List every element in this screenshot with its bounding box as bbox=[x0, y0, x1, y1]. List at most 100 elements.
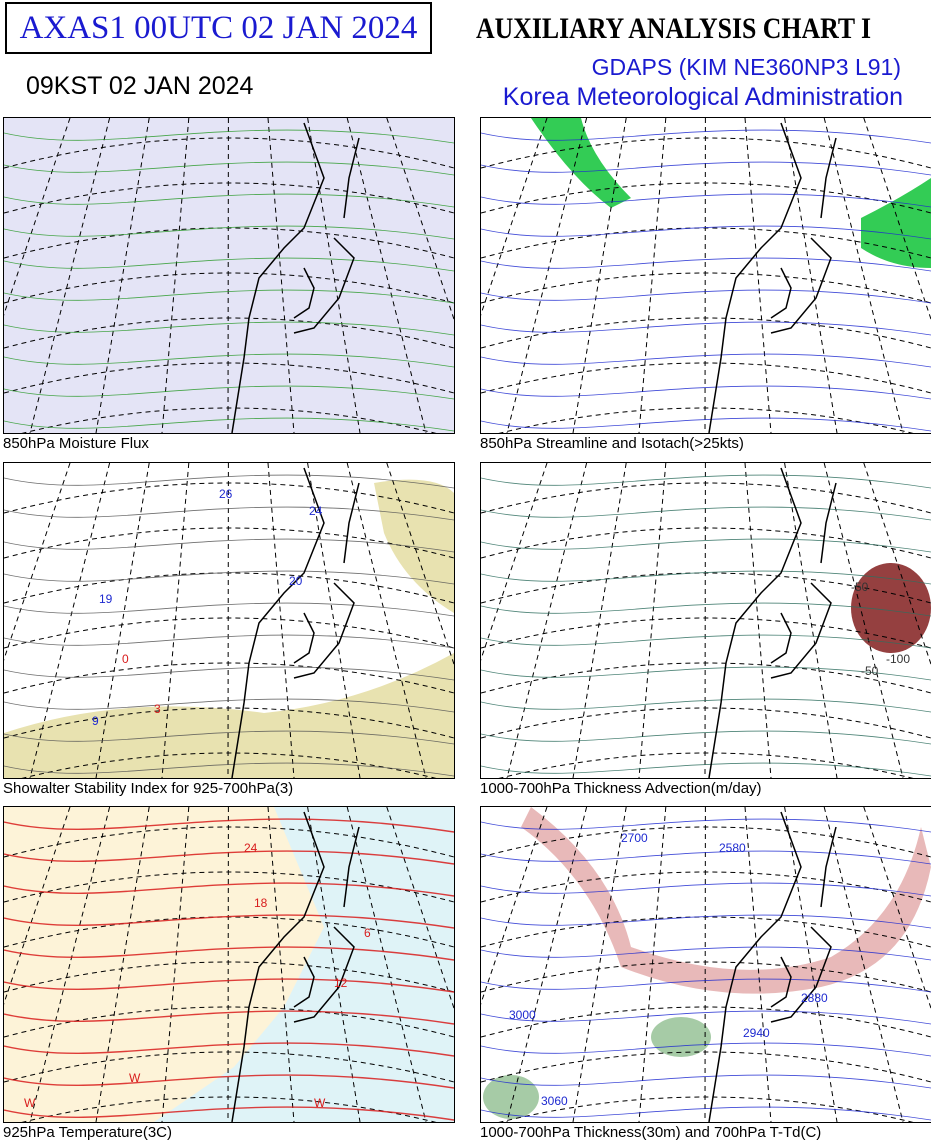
contour-line bbox=[481, 506, 931, 521]
meridian-line bbox=[346, 463, 427, 778]
meridian-line bbox=[346, 807, 427, 1122]
contour-label: -100 bbox=[886, 652, 910, 666]
contour-line bbox=[481, 762, 931, 777]
latitude-line bbox=[481, 1051, 931, 1083]
latitude-line bbox=[4, 662, 454, 694]
latitude-line bbox=[481, 961, 931, 993]
latitude-line bbox=[498, 752, 914, 778]
meridian-line bbox=[29, 118, 111, 433]
contour-line bbox=[481, 698, 931, 713]
chart-title: AUXILIARY ANALYSIS CHART I bbox=[476, 12, 872, 45]
panel-caption: 1000-700hPa Thickness Advection(m/day) bbox=[480, 780, 762, 797]
panel-caption: Showalter Stability Index for 925-700hPa… bbox=[3, 780, 294, 797]
latitude-line bbox=[4, 1051, 454, 1083]
meridian-line bbox=[386, 807, 454, 1010]
contour-label: 24 bbox=[244, 841, 258, 855]
contour-line bbox=[4, 474, 454, 489]
contour-line bbox=[481, 161, 931, 176]
contour-label: -50 bbox=[861, 664, 879, 678]
latitude-line bbox=[481, 707, 931, 739]
contour-line bbox=[4, 161, 454, 176]
contour-label: -50 bbox=[851, 580, 869, 594]
latitude-line bbox=[498, 1096, 914, 1122]
meridian-line bbox=[267, 118, 295, 433]
panel-caption: 1000-700hPa Thickness(30m) and 700hPa T-… bbox=[480, 1124, 822, 1141]
latitude-line bbox=[4, 1006, 454, 1038]
meridian-line bbox=[744, 463, 772, 778]
meridian-line bbox=[823, 463, 904, 778]
contour-line bbox=[4, 1042, 454, 1057]
latitude-line bbox=[4, 362, 454, 394]
panel-caption: 925hPa Temperature(3C) bbox=[3, 1124, 172, 1141]
contour-line bbox=[4, 666, 454, 681]
meridian-line bbox=[481, 118, 548, 316]
meridian-line bbox=[386, 463, 454, 666]
coastline bbox=[231, 811, 360, 1122]
contour-line bbox=[481, 914, 931, 929]
meridian-line bbox=[823, 118, 904, 433]
meridian-line bbox=[161, 463, 190, 778]
moist-area bbox=[483, 1075, 539, 1119]
latitude-line bbox=[4, 871, 454, 903]
map-panel: 26 24 19 20 9 3 0 bbox=[3, 462, 455, 779]
latitude-line bbox=[4, 961, 454, 993]
contour-line bbox=[4, 602, 454, 617]
model-name: GDAPS (KIM NE360NP3 L91) bbox=[591, 54, 901, 80]
latitude-line bbox=[481, 662, 931, 694]
contour-line bbox=[4, 762, 454, 777]
latitude-line bbox=[481, 871, 931, 903]
latitude-line bbox=[4, 826, 454, 858]
latitude-line bbox=[4, 707, 454, 739]
meridian-line bbox=[267, 463, 295, 778]
panel-caption: 850hPa Moisture Flux bbox=[3, 435, 149, 452]
latitude-line bbox=[481, 1006, 931, 1038]
contour-line bbox=[4, 193, 454, 208]
contour-line bbox=[4, 321, 454, 336]
map-background bbox=[481, 118, 931, 433]
contour-line bbox=[481, 538, 931, 553]
meridian-line bbox=[744, 807, 772, 1122]
contour-line bbox=[4, 1106, 454, 1121]
latitude-line bbox=[21, 407, 437, 433]
contour-line bbox=[4, 129, 454, 144]
contour-line bbox=[4, 289, 454, 304]
contour-label: 9 bbox=[92, 714, 99, 728]
contour-line bbox=[4, 538, 454, 553]
meridian-line bbox=[481, 807, 548, 1005]
contour-line bbox=[481, 385, 931, 400]
map-panel: 24 18 12 6 W W W bbox=[3, 806, 455, 1123]
contour-line bbox=[4, 570, 454, 585]
meridian-line bbox=[346, 118, 427, 433]
contour-label: 2580 bbox=[719, 841, 746, 855]
contour-line bbox=[4, 257, 454, 272]
contour-line bbox=[481, 850, 931, 865]
contour-line bbox=[481, 1074, 931, 1089]
contour-line bbox=[481, 570, 931, 585]
contour-line bbox=[4, 506, 454, 521]
latitude-line bbox=[481, 137, 931, 169]
contour-line bbox=[481, 1042, 931, 1057]
contour-line bbox=[4, 1074, 454, 1089]
contour-label: 3060 bbox=[541, 1094, 568, 1108]
latitude-line bbox=[4, 182, 454, 214]
contour-label: 18 bbox=[254, 896, 268, 910]
contour-line bbox=[481, 225, 931, 240]
contour-line bbox=[481, 818, 931, 833]
contour-line bbox=[4, 818, 454, 833]
latitude-line bbox=[481, 527, 931, 559]
contour-line bbox=[4, 698, 454, 713]
contour-line bbox=[481, 257, 931, 272]
latitude-line bbox=[21, 1096, 437, 1122]
contour-line bbox=[4, 417, 454, 432]
latitude-line bbox=[498, 407, 914, 433]
contour-label: 6 bbox=[364, 926, 371, 940]
latitude-line bbox=[481, 182, 931, 214]
contour-label: 26 bbox=[219, 487, 233, 501]
meridian-line bbox=[863, 463, 931, 666]
code-box: AXAS1 00UTC 02 JAN 2024 bbox=[5, 2, 432, 54]
moist-area bbox=[651, 1017, 711, 1057]
agency-name: Korea Meteorological Administration bbox=[502, 83, 903, 111]
meridian-line bbox=[4, 463, 71, 661]
latitude-line bbox=[481, 362, 931, 394]
